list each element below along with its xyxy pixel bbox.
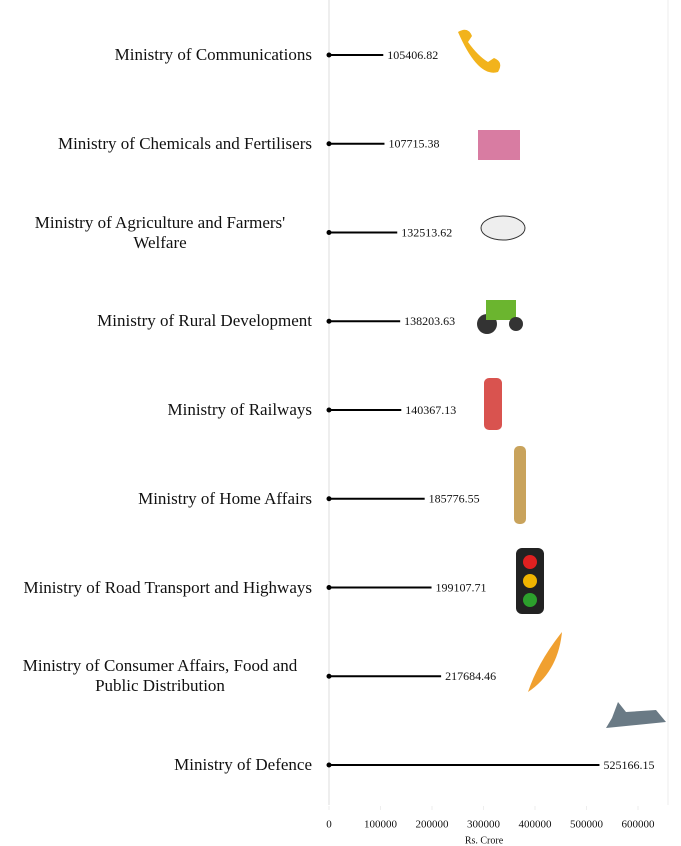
category-label-box: Ministry of Agriculture and Farmers' Wel… (0, 213, 312, 253)
chart-svg: Rs. Crore 0 100000 200000 300000 400000 50000… (0, 0, 681, 846)
value-label: 132513.62 (401, 225, 452, 239)
category-label-box: Ministry of Rural Development (0, 311, 312, 331)
bar-start (327, 496, 332, 501)
category-label-box: Ministry of Chemicals and Fertilisers (0, 134, 312, 154)
x-tick-label: 0 (326, 819, 332, 831)
bar-start (327, 674, 332, 679)
bar-start (327, 230, 332, 235)
category-label-box: Ministry of Defence (0, 755, 312, 775)
x-tick-label: 200000 (416, 819, 450, 831)
bar-start (327, 763, 332, 768)
category-label: Ministry of Chemicals and Fertilisers (58, 134, 312, 154)
x-tick-label: 400000 (519, 819, 553, 831)
x-tick-label: 100000 (364, 819, 398, 831)
value-label: 138203.63 (404, 314, 455, 328)
value-label: 217684.46 (445, 669, 496, 683)
jet-icon (606, 702, 666, 728)
wheat-icon (528, 632, 562, 692)
icons (458, 30, 666, 728)
value-label: 185776.55 (429, 492, 480, 506)
bar-start (327, 408, 332, 413)
light-green (523, 593, 537, 607)
value-label: 107715.38 (388, 137, 439, 151)
category-label: Ministry of Rural Development (97, 311, 312, 331)
x-tick-label: 600000 (622, 819, 656, 831)
category-label-box: Ministry of Road Transport and Highways (0, 578, 312, 598)
tractor-body (486, 300, 516, 320)
category-label-box: Ministry of Communications (0, 45, 312, 65)
category-label: Ministry of Agriculture and Farmers' Wel… (8, 213, 312, 253)
value-label: 199107.71 (436, 580, 487, 594)
police-icon (514, 446, 526, 524)
chart: Rs. Crore 0 100000 200000 300000 400000 50000… (0, 0, 681, 846)
cow-icon (481, 216, 525, 240)
value-label: 105406.82 (387, 48, 438, 62)
value-label: 525166.15 (603, 758, 654, 772)
category-label: Ministry of Home Affairs (138, 489, 312, 509)
x-tick-label: 500000 (570, 819, 604, 831)
bar-start (327, 53, 332, 58)
category-label: Ministry of Consumer Affairs, Food and P… (8, 656, 312, 696)
light-amber (523, 574, 537, 588)
category-label: Ministry of Road Transport and Highways (23, 578, 312, 598)
light-red (523, 555, 537, 569)
category-label: Ministry of Defence (174, 755, 312, 775)
x-tick-label: 300000 (467, 819, 501, 831)
tractor-wheel (509, 317, 523, 331)
x-axis-label: Rs. Crore (465, 835, 504, 846)
value-label: 140367.13 (405, 403, 456, 417)
bar-start (327, 319, 332, 324)
category-label-box: Ministry of Home Affairs (0, 489, 312, 509)
chemicals-icon (478, 130, 520, 160)
bar-start (327, 585, 332, 590)
category-label-box: Ministry of Railways (0, 400, 312, 420)
category-label: Ministry of Communications (115, 45, 312, 65)
category-label: Ministry of Railways (168, 400, 313, 420)
train-icon (484, 378, 502, 430)
bar-start (327, 141, 332, 146)
phone-icon (458, 30, 500, 73)
category-label-box: Ministry of Consumer Affairs, Food and P… (0, 656, 312, 696)
